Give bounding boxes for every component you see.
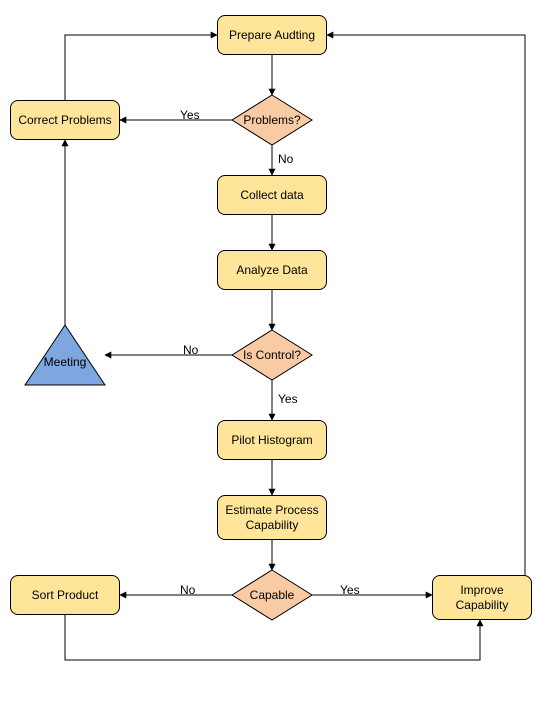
node-estimate: Estimate Process Capability: [217, 495, 327, 540]
node-label: Is Control?: [243, 348, 301, 362]
node-label: Analyze Data: [236, 263, 307, 277]
edge-label: No: [180, 583, 195, 597]
node-collect: Collect data: [217, 175, 327, 215]
node-analyze: Analyze Data: [217, 250, 327, 290]
edge-label: No: [183, 343, 198, 357]
edge-label: No: [278, 152, 293, 166]
flowchart-canvas: Prepare Audting Problems? Correct Problems…: [0, 0, 539, 703]
edge-correct-prepare: [65, 35, 217, 100]
node-label: Prepare Audting: [229, 28, 315, 42]
node-label: Estimate Process Capability: [222, 503, 322, 532]
node-prepare: Prepare Audting: [217, 15, 327, 55]
node-label: Improve Capability: [437, 583, 527, 612]
node-correct: Correct Problems: [10, 100, 120, 140]
node-label: Meeting: [44, 355, 87, 369]
edge-label: Yes: [180, 108, 200, 122]
edge-label: Yes: [340, 583, 360, 597]
node-pilot: Pilot Histogram: [217, 420, 327, 460]
edge-improve-prepare: [327, 35, 525, 595]
node-sort: Sort Product: [10, 575, 120, 615]
node-capable: Capable: [232, 570, 312, 620]
node-problems: Problems?: [232, 95, 312, 145]
node-improve: Improve Capability: [432, 575, 532, 620]
edge-sort-improve: [65, 615, 480, 660]
node-label: Sort Product: [32, 588, 99, 602]
edge-label: Yes: [278, 392, 298, 406]
node-label: Pilot Histogram: [231, 433, 312, 447]
node-label: Problems?: [243, 113, 300, 127]
node-label: Collect data: [240, 188, 303, 202]
node-label: Capable: [250, 588, 295, 602]
node-iscontrol: Is Control?: [232, 330, 312, 380]
node-meeting: Meeting: [25, 325, 105, 385]
node-label: Correct Problems: [18, 113, 111, 127]
